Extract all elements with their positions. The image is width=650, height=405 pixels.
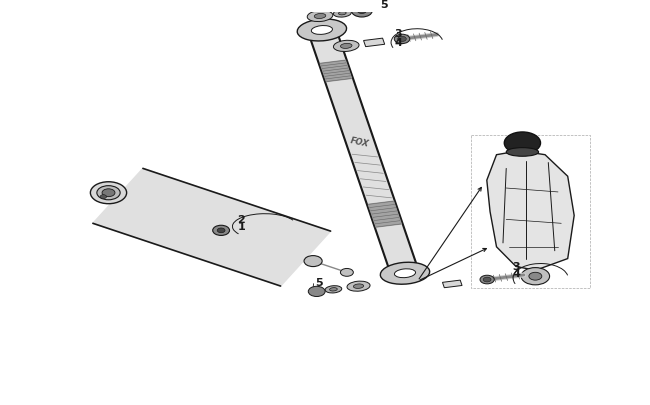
Ellipse shape xyxy=(307,11,333,23)
Circle shape xyxy=(398,37,406,43)
Polygon shape xyxy=(363,39,385,47)
Text: 4: 4 xyxy=(513,268,521,278)
Polygon shape xyxy=(320,61,352,82)
Text: FOX: FOX xyxy=(350,136,370,148)
Ellipse shape xyxy=(311,26,332,35)
Ellipse shape xyxy=(395,269,415,278)
Circle shape xyxy=(213,226,229,236)
Text: 4: 4 xyxy=(395,38,402,47)
Circle shape xyxy=(504,132,541,155)
Circle shape xyxy=(358,9,367,15)
Polygon shape xyxy=(443,280,462,288)
Circle shape xyxy=(480,275,494,284)
Circle shape xyxy=(217,228,225,233)
Text: 5: 5 xyxy=(315,278,322,288)
Circle shape xyxy=(395,35,410,45)
Ellipse shape xyxy=(330,288,337,291)
Text: 1: 1 xyxy=(238,222,245,232)
Ellipse shape xyxy=(314,15,326,19)
Circle shape xyxy=(102,189,115,197)
Circle shape xyxy=(100,195,107,199)
Circle shape xyxy=(304,256,322,267)
Ellipse shape xyxy=(347,281,370,292)
Circle shape xyxy=(521,268,550,285)
Ellipse shape xyxy=(354,284,363,289)
Circle shape xyxy=(352,5,372,18)
Ellipse shape xyxy=(333,41,359,52)
Ellipse shape xyxy=(339,13,346,16)
Circle shape xyxy=(529,273,542,280)
Ellipse shape xyxy=(297,20,346,42)
Polygon shape xyxy=(311,38,417,269)
Ellipse shape xyxy=(380,262,430,285)
Circle shape xyxy=(308,287,325,297)
Circle shape xyxy=(90,182,127,204)
Ellipse shape xyxy=(333,10,351,18)
Circle shape xyxy=(341,269,354,277)
Ellipse shape xyxy=(341,44,352,49)
Polygon shape xyxy=(487,151,574,271)
Polygon shape xyxy=(369,202,401,228)
Circle shape xyxy=(483,277,491,282)
Circle shape xyxy=(97,186,120,200)
Text: 3: 3 xyxy=(395,30,402,39)
Polygon shape xyxy=(93,169,331,286)
Text: 5: 5 xyxy=(380,0,387,10)
Text: 3: 3 xyxy=(513,262,521,272)
Text: 2: 2 xyxy=(238,215,245,225)
Ellipse shape xyxy=(325,286,342,293)
Ellipse shape xyxy=(506,148,539,157)
